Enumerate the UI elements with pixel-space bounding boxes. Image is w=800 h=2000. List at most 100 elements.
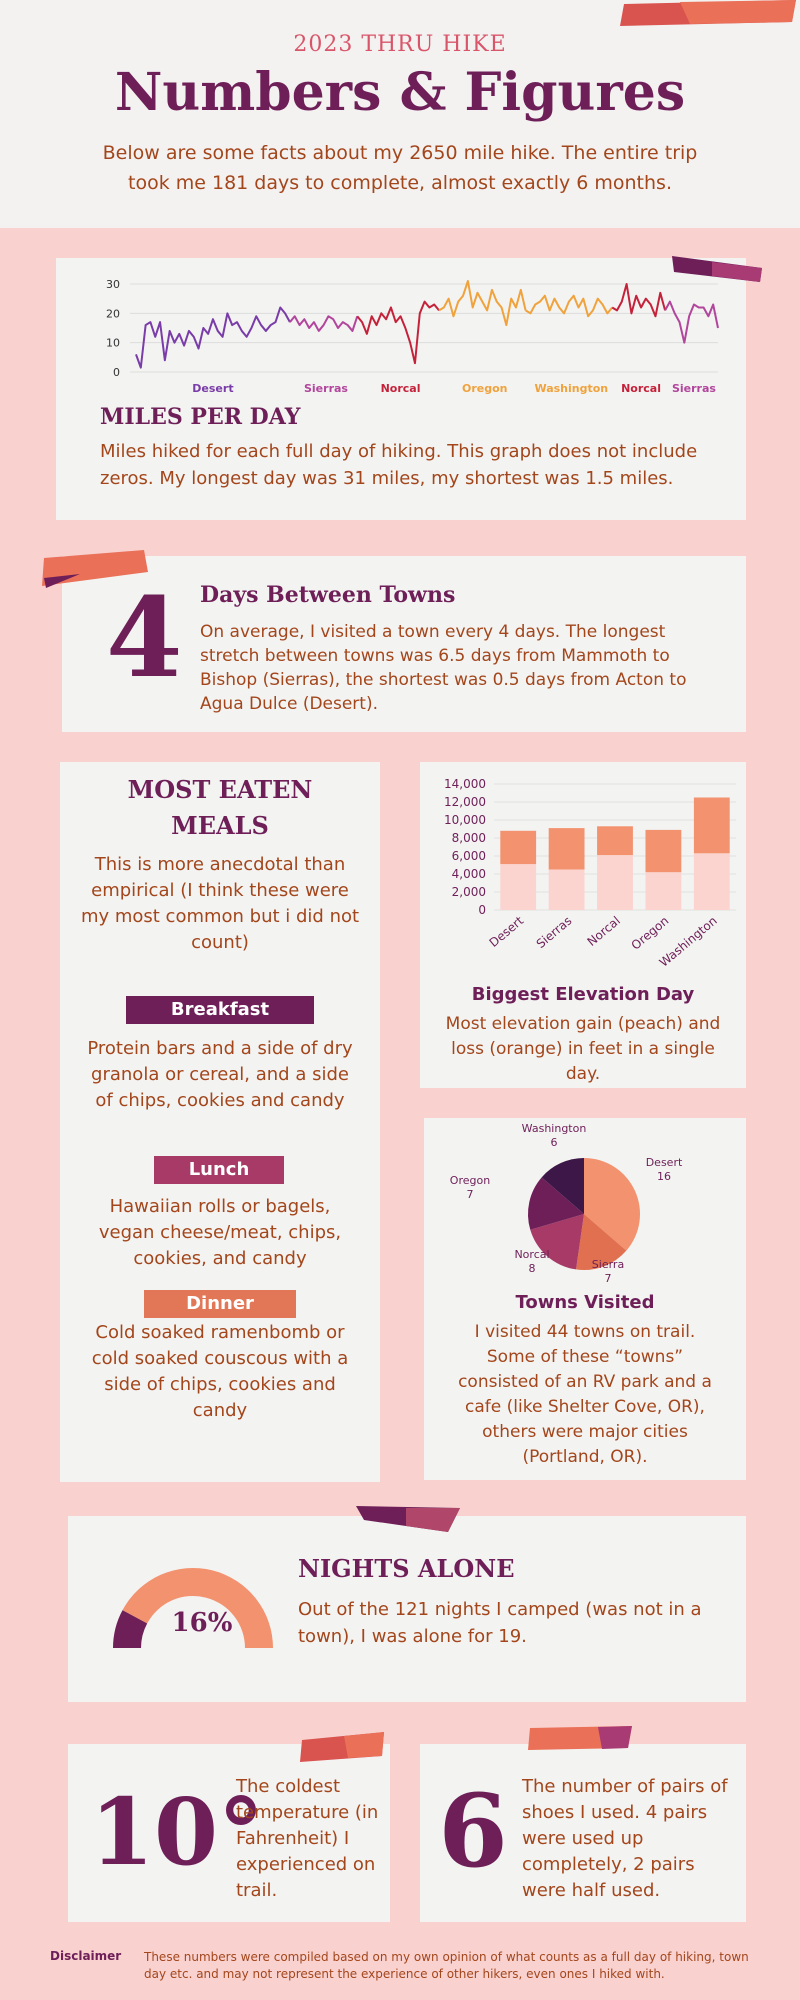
pie-label-value: 7 [467, 1188, 474, 1201]
bar-norcal-1 [597, 826, 633, 856]
y-tick-label: 20 [106, 307, 120, 320]
days-between-towns-card: 4 Days Between Towns On average, I visit… [62, 556, 746, 732]
miles-title: MILES PER DAY [100, 404, 301, 430]
miles-per-day-chart: 0 10 20 30 [106, 278, 719, 379]
tape-decoration [672, 256, 762, 282]
pie-label-name: Sierra [592, 1258, 624, 1271]
towns-title: Towns Visited [515, 1292, 655, 1313]
tape-decoration [620, 0, 796, 26]
breakfast-text: Protein bars and a side of dry granola o… [87, 1038, 353, 1111]
miles-per-day-card: 0 10 20 30 Desert Sierras Norcal Oregon Washing… [56, 258, 746, 520]
eyebrow-text: 2023 THRU HIKE [293, 32, 507, 57]
days-number: 4 [106, 573, 183, 702]
y-tick-label: 2,000 [452, 885, 486, 899]
series-line-desert [135, 306, 291, 369]
miles-chart-x-labels: Desert Sierras Norcal Oregon Washington Norca… [56, 382, 746, 398]
y-tick-label: 12,000 [444, 795, 486, 809]
days-title: Days Between Towns [200, 582, 456, 608]
shoes-description: The number of pairs of shoes I used. 4 p… [522, 1776, 728, 1901]
lunch-text: Hawaiian rolls or bagels, vegan cheese/m… [98, 1196, 342, 1269]
series-line-sierras [664, 300, 719, 344]
pie-label-value: 8 [529, 1262, 536, 1275]
coldest-number: 10° [90, 1778, 265, 1886]
nights-percent: 16% [171, 1608, 233, 1638]
y-tick-label: 10 [106, 337, 120, 350]
lunch-label: Lunch [154, 1156, 284, 1184]
nights-alone-gauge [113, 1568, 273, 1648]
series-line-sierras [289, 315, 359, 332]
bar-washington-0 [693, 853, 730, 910]
tape-decoration [356, 1506, 460, 1532]
bar-oregon-1 [645, 829, 682, 873]
pie-slice-washington [541, 1158, 584, 1214]
miles-description: Miles hiked for each full day of hiking.… [100, 441, 698, 489]
pie-slice-desert [584, 1158, 640, 1251]
towns-card: Desert 16 Sierra 7 Norcal 8 Oregon 7 Washington 6… [424, 1118, 746, 1480]
dinner-label: Dinner [144, 1290, 296, 1318]
x-tick-label: Norcal [585, 914, 623, 949]
bar-sierras-1 [548, 828, 585, 870]
meals-card: MOST EATEN MEALS This is more anecdotal … [60, 762, 380, 1482]
y-tick-label: 8,000 [452, 831, 486, 845]
breakfast-label: Breakfast [126, 996, 314, 1024]
elevation-title: Biggest Elevation Day [471, 984, 695, 1005]
bar-sierras-0 [548, 869, 585, 910]
x-tick-label: Sierras [534, 914, 575, 951]
pie-slice-oregon [528, 1177, 584, 1230]
meals-title: MOST EATEN MEALS [127, 775, 313, 840]
shoes-card: 6 The number of pairs of shoes I used. 4… [420, 1744, 746, 1922]
y-tick-label: 14,000 [444, 777, 486, 791]
nights-title: NIGHTS ALONE [298, 1554, 515, 1583]
elevation-card: 0 2,000 4,000 6,000 8,000 10,000 12,000 14,000 D… [420, 762, 746, 1088]
pie-slice-sierra [576, 1214, 627, 1270]
x-tick-label: Oregon [629, 914, 672, 953]
x-label-washington: Washington [534, 382, 609, 395]
bar-norcal-0 [597, 855, 633, 910]
gauge-remaining-fill [122, 1568, 273, 1648]
pie-label-name: Oregon [450, 1174, 490, 1187]
disclaimer-label: Disclaimer [50, 1949, 122, 1963]
pie-label-name: Desert [646, 1156, 683, 1169]
bar-desert-1 [500, 830, 537, 865]
nights-description: Out of the 121 nights I camped (was not … [298, 1599, 702, 1647]
coldest-card: 10° The coldest temperature (in Fahrenhe… [68, 1744, 390, 1922]
y-tick-label: 4,000 [452, 867, 486, 881]
y-tick-label: 6,000 [452, 849, 486, 863]
y-tick-label: 30 [106, 278, 120, 291]
dinner-text: Cold soaked ramenbomb or cold soaked cou… [91, 1322, 349, 1421]
series-line-norcal [356, 300, 440, 365]
series-line-norcal [611, 283, 667, 318]
series-line-oregon [438, 280, 527, 327]
header-section [0, 0, 800, 228]
pie-slice-norcal [530, 1214, 584, 1270]
tape-decoration [300, 1732, 384, 1762]
disclaimer-text: These numbers were compiled based on my … [144, 1950, 749, 1981]
tape-decoration [42, 550, 148, 588]
coldest-description: The coldest temperature (in Fahrenheit) … [236, 1776, 379, 1901]
intro-text: Below are some facts about my 2650 mile … [102, 142, 698, 194]
x-label-norcal: Norcal [621, 382, 661, 395]
elevation-chart: 0 2,000 4,000 6,000 8,000 10,000 12,000 14,000 D… [444, 777, 736, 966]
pie-label-value: 16 [657, 1170, 671, 1183]
y-tick-label: 10,000 [444, 813, 486, 827]
series-line-washington [525, 294, 613, 318]
x-label-desert: Desert [192, 382, 234, 395]
y-tick-label: 0 [113, 366, 120, 379]
pie-label-value: 6 [551, 1136, 558, 1149]
x-label-norcal: Norcal [380, 382, 421, 395]
towns-description: I visited 44 towns on trail. Some of the… [458, 1322, 712, 1467]
elevation-description: Most elevation gain (peach) and loss (or… [445, 1014, 721, 1084]
bar-desert-0 [500, 864, 537, 910]
y-tick-label: 0 [478, 903, 486, 917]
pie-label-value: 7 [605, 1272, 612, 1285]
tape-decoration [528, 1726, 632, 1750]
x-label-sierras: Sierras [671, 382, 716, 395]
x-tick-label: Desert [487, 913, 527, 950]
bar-oregon-0 [645, 872, 682, 910]
shoes-number: 6 [438, 1772, 508, 1890]
torn-paper-edge [0, 210, 800, 228]
nights-alone-card: 16% NIGHTS ALONE Out of the 121 nights I… [68, 1516, 746, 1702]
x-label-sierras: Sierras [303, 382, 348, 395]
pie-label-name: Washington [522, 1122, 587, 1135]
days-description: On average, I visited a town every 4 day… [200, 622, 687, 714]
